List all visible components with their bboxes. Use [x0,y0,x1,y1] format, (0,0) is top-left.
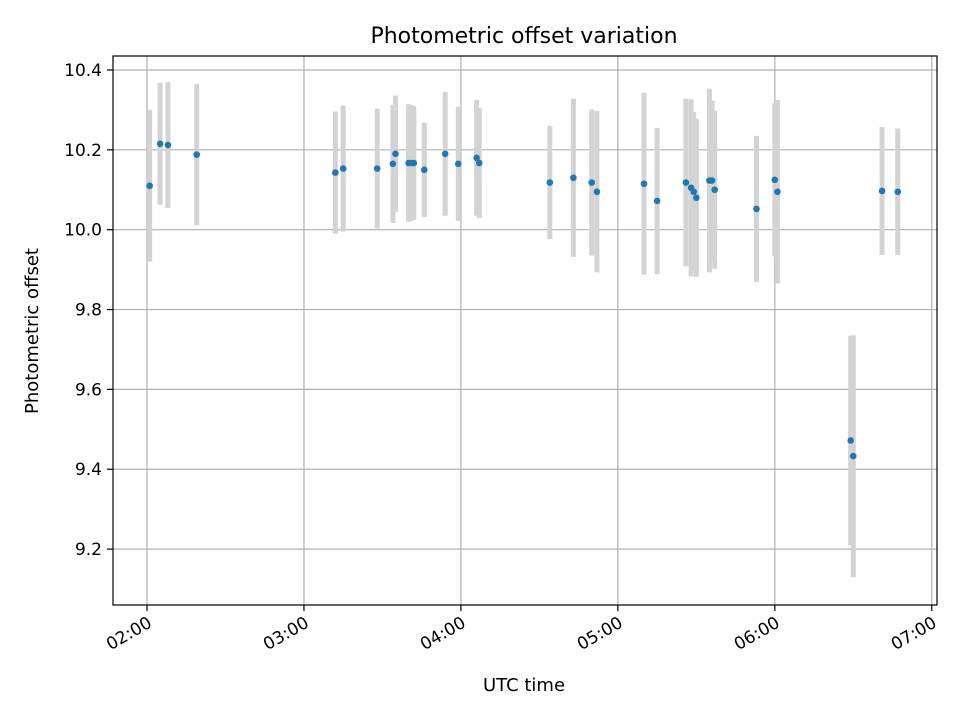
y-tick-label: 9.4 [75,460,102,480]
error-bars [147,81,901,578]
data-point [570,174,577,182]
data-point [389,160,397,168]
data-point [332,169,339,176]
data-point [640,180,648,188]
data-point [878,187,886,195]
x-tick-label: 03:00 [260,613,312,655]
data-point [593,188,601,196]
data-point [475,159,483,167]
data-point [373,165,381,172]
data-point [682,179,690,186]
y-tick-label: 10.4 [64,61,102,81]
data-point [156,140,164,148]
data-point [193,151,201,158]
x-axis-ticks: 02:00 03:00 04:00 05:00 06:00 07:00 [103,605,940,655]
y-tick-label: 9.2 [75,540,102,560]
data-point [410,159,418,167]
data-point [653,197,661,205]
data-point [339,165,347,172]
data-point [392,150,399,158]
data-point [546,179,554,186]
data-point [473,154,480,162]
data-point [711,186,718,194]
x-axis-label: UTC time [483,675,565,696]
x-tick-label: 05:00 [574,613,626,655]
data-point [708,177,716,184]
data-point [693,194,700,202]
grid [113,56,937,605]
x-tick-label: 07:00 [888,613,940,655]
data-point [164,141,172,149]
x-tick-label: 02:00 [103,613,155,655]
data-point [146,182,153,190]
data-point [774,188,781,196]
data-point [420,166,428,174]
data-point [454,160,462,168]
y-axis-ticks: 9.2 9.4 9.6 9.8 10.0 10.2 10.4 [64,61,113,560]
plot-area-frame [112,55,938,606]
chart-title: Photometric offset variation [370,24,677,49]
y-tick-label: 9.8 [75,301,102,321]
data-point [894,188,902,196]
data-point [849,452,857,460]
data-point [771,176,779,184]
data-point [753,205,760,213]
data-point [588,179,596,186]
data-point [847,437,854,444]
data-points [146,140,902,460]
y-tick-label: 10.2 [64,141,102,161]
y-tick-label: 10.0 [64,221,102,241]
data-point [441,150,449,158]
data-point [690,188,698,196]
y-tick-label: 9.6 [75,380,102,400]
x-tick-label: 04:00 [417,613,469,655]
y-axis-label: Photometric offset [22,248,43,414]
x-tick-label: 06:00 [731,613,783,655]
